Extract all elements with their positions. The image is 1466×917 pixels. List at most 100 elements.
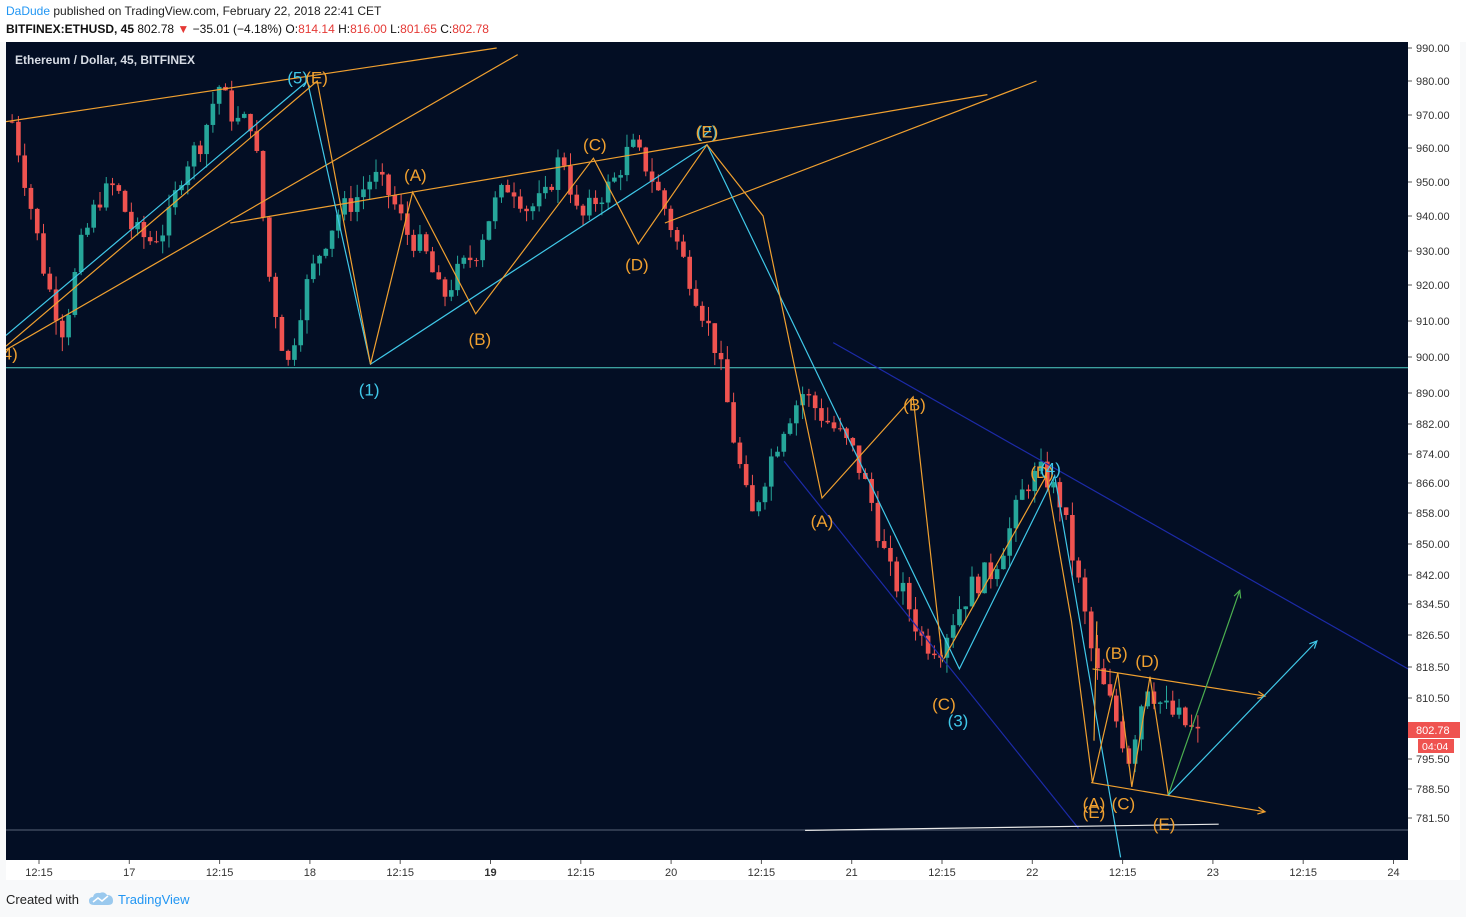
candle-body (41, 233, 46, 274)
candle-body (725, 359, 730, 403)
trend-line-navy (832, 342, 1409, 670)
candle-body (1139, 706, 1144, 740)
time-tick-label: 12:15 (25, 867, 53, 879)
candle-body (1164, 700, 1169, 703)
candle-body (361, 189, 366, 198)
time-tick-label: 19 (484, 867, 496, 879)
candle-body (957, 609, 962, 626)
candle-body (1145, 691, 1150, 707)
candle-body (97, 204, 103, 208)
wave-label: (E) (1153, 815, 1176, 834)
candle-body (1183, 707, 1188, 726)
price-chart[interactable]: (5)(E)(A)(C)(2)(E)(D)(B)(1)(B)(A)(D)(4)(… (6, 42, 1460, 880)
candle-body (643, 147, 649, 172)
candle-body (417, 234, 423, 251)
price-tick-label: 920.00 (1416, 280, 1450, 292)
candle-body (624, 146, 630, 176)
candle-body (969, 576, 975, 607)
time-tick-label: 18 (304, 867, 316, 879)
candle-body (285, 350, 291, 360)
candle-body (1032, 470, 1038, 492)
candle-body (869, 478, 874, 503)
tradingview-link[interactable]: TradingView (118, 892, 190, 907)
projection-arrow (1167, 590, 1241, 796)
arrow-head-icon (1257, 691, 1267, 699)
time-tick-label: 24 (1387, 867, 1399, 879)
candle-body (994, 569, 1000, 580)
candle-body (210, 103, 216, 125)
candle-body (863, 472, 868, 479)
candle-body (812, 395, 818, 409)
plot-area[interactable] (6, 42, 1408, 830)
candle-body (963, 606, 969, 610)
candle-body (191, 145, 197, 167)
candle-body (737, 442, 743, 465)
candle-body (975, 576, 981, 594)
candle-body (1063, 507, 1069, 516)
candle-body (474, 260, 479, 262)
candle-body (486, 221, 492, 240)
projection-arrow (1092, 668, 1266, 697)
candle-body (329, 230, 335, 249)
candle-body (423, 234, 429, 252)
candle-body (1120, 721, 1125, 749)
wave-label: (1) (359, 380, 380, 399)
time-tick-label: 12:15 (567, 867, 595, 879)
candle-body (837, 428, 843, 430)
time-tick-label: 17 (123, 867, 135, 879)
candle-body (154, 241, 159, 243)
candle-body (875, 502, 881, 542)
candle-body (1038, 461, 1044, 471)
wave-label: (D) (1135, 652, 1159, 671)
price-tick-label: 788.50 (1416, 784, 1450, 796)
author-link[interactable]: DaDude (6, 4, 51, 18)
candle-body (461, 257, 467, 264)
price-tick-label: 850.00 (1416, 539, 1450, 551)
candle-body (204, 124, 209, 155)
candle-body (430, 251, 435, 273)
wave-label: (A) (811, 512, 834, 531)
candle-body (442, 279, 448, 297)
countdown-badge (1418, 739, 1454, 753)
candle-body (241, 113, 247, 118)
time-tick-label: 21 (846, 867, 858, 879)
last-price-badge (1408, 722, 1460, 738)
last-price: 802.78 (137, 22, 175, 36)
candle-body (455, 263, 460, 291)
candle-body (129, 211, 134, 230)
candle-body (304, 279, 310, 321)
candle-body (135, 222, 140, 230)
price-tick-label: 970.00 (1416, 110, 1450, 122)
arrow-head-icon (1233, 589, 1242, 599)
candle-body (706, 320, 711, 324)
candle-body (505, 184, 511, 193)
candle-body (160, 235, 166, 242)
candle-body (235, 117, 241, 122)
trend-line-navy (783, 460, 1079, 829)
wave-label: (E) (696, 123, 719, 142)
time-axis[interactable] (6, 860, 1460, 880)
high-label: H: (338, 22, 351, 36)
price-tick-label: 781.50 (1416, 813, 1450, 825)
candle-body (762, 486, 768, 503)
time-tick-label: 12:15 (928, 867, 956, 879)
wave-label: (C) (1112, 795, 1136, 814)
wave-label: (B) (1105, 644, 1128, 663)
candle-body (66, 314, 71, 338)
wave-label: (A) (1083, 795, 1106, 814)
candle-body (317, 255, 322, 264)
arrow-head-icon (1309, 640, 1318, 649)
candle-body (806, 394, 812, 396)
candle-body (448, 290, 454, 297)
candle-body (1057, 482, 1063, 508)
candle-body (292, 345, 297, 360)
candle-body (894, 561, 900, 592)
candle-body (637, 139, 642, 148)
candle-body (78, 234, 84, 273)
candle-body (982, 562, 987, 594)
candle-body (731, 402, 736, 443)
candle-body (756, 502, 762, 512)
candle-body (1132, 739, 1138, 764)
candle-body (630, 139, 636, 147)
price-tick-label: 826.50 (1416, 630, 1450, 642)
